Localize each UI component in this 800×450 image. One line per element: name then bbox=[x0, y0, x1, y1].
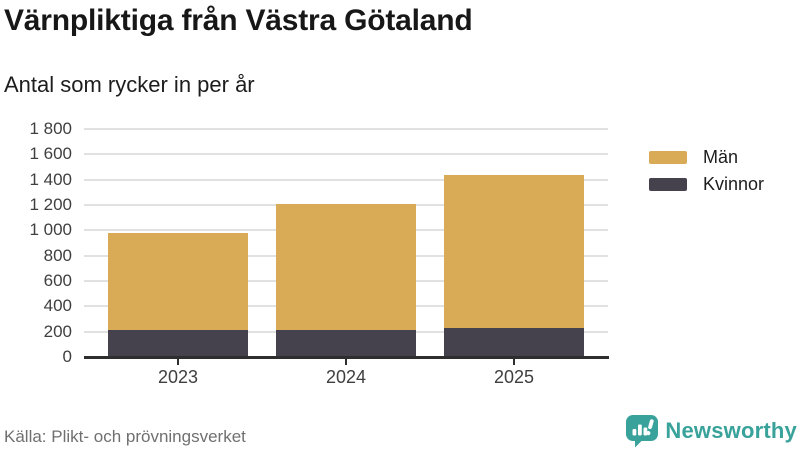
x-tick-2023 bbox=[177, 359, 179, 365]
x-axis-line bbox=[84, 356, 609, 359]
y-tick-label-1800: 1 800 bbox=[29, 119, 72, 138]
chart-title: Värnpliktiga från Västra Götaland bbox=[4, 4, 473, 37]
bar-2025-women bbox=[444, 327, 584, 357]
x-tick-2024 bbox=[345, 359, 347, 365]
y-tick-label-200: 200 bbox=[43, 321, 72, 341]
y-tick-label-1600: 1 600 bbox=[29, 144, 72, 164]
bar-2023-women bbox=[108, 330, 248, 357]
brand-name: Newsworthy bbox=[665, 418, 797, 443]
legend-swatch-women bbox=[649, 177, 687, 191]
y-tick-label-400: 400 bbox=[43, 296, 72, 316]
y-tick-label-800: 800 bbox=[43, 245, 72, 265]
y-tick-label-1400: 1 400 bbox=[29, 169, 72, 189]
bar-2023-men bbox=[108, 232, 248, 331]
gridline-1400 bbox=[84, 178, 608, 181]
legend: Män Kvinnor bbox=[649, 147, 765, 204]
legend-swatch-men bbox=[649, 150, 687, 164]
legend-item-women: Kvinnor bbox=[649, 174, 765, 194]
plot-area bbox=[84, 128, 608, 357]
y-tick-label-0: 0 bbox=[62, 347, 72, 366]
x-axis-label-2023: 2023 bbox=[157, 367, 199, 387]
y-tick-label-1200: 1 200 bbox=[29, 195, 72, 214]
newsworthy-icon bbox=[626, 415, 659, 448]
source-note: Källa: Plikt- och prövningsverket bbox=[4, 427, 246, 446]
legend-label-men: Män bbox=[703, 147, 739, 167]
x-tick-2025 bbox=[513, 359, 515, 365]
y-tick-label-1000: 1 000 bbox=[29, 220, 72, 240]
legend-item-men: Män bbox=[649, 147, 764, 167]
y-tick-label-600: 600 bbox=[43, 271, 72, 290]
bar-2024-men bbox=[276, 204, 416, 331]
gridline-1800 bbox=[84, 128, 608, 130]
brand-logo: Newsworthy bbox=[625, 414, 797, 448]
legend-label-women: Kvinnor bbox=[703, 174, 765, 194]
chart-subtitle: Antal som rycker in per år bbox=[4, 72, 255, 97]
x-axis-label-2024: 2024 bbox=[325, 367, 367, 387]
x-axis-label-2025: 2025 bbox=[493, 367, 535, 387]
bar-2024-women bbox=[276, 330, 416, 357]
gridline-1600 bbox=[84, 153, 608, 156]
bar-2025-men bbox=[444, 174, 584, 328]
